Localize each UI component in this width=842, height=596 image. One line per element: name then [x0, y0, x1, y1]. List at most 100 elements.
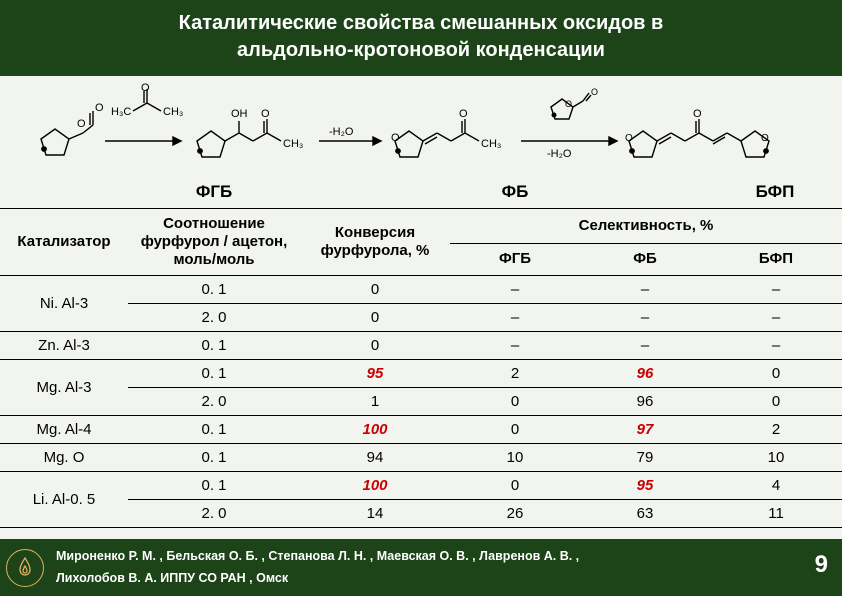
scheme-labels: ФГБ ФБ БФП: [0, 180, 842, 208]
svg-text:O: O: [625, 133, 633, 144]
label-bfp: БФП: [710, 180, 840, 208]
cell-fgb: 26: [450, 500, 580, 528]
cell-catalyst: Zn. Al-3: [0, 332, 128, 360]
authors-line-1: Мироненко Р. М. , Бельская О. Б. , Степа…: [56, 549, 579, 563]
cell-catalyst: Mg. Al-4: [0, 416, 128, 444]
cell-conv: 14: [300, 500, 450, 528]
cell-fgb: 0: [450, 472, 580, 500]
reaction-scheme: O O H₃C O CH₃ O OH CH₃ -H₂O: [0, 76, 842, 186]
cell-conv: 1: [300, 388, 450, 416]
cell-bfp: 4: [710, 472, 842, 500]
flame-icon: [13, 556, 37, 580]
cell-bfp: 10: [710, 444, 842, 472]
cell-fgb: 0: [450, 416, 580, 444]
footer-text: Мироненко Р. М. , Бельская О. Б. , Степа…: [56, 546, 815, 589]
table-row: Mg. O0. 194107910: [0, 444, 842, 472]
svg-text:O: O: [95, 102, 104, 114]
cell-conv: 0: [300, 276, 450, 304]
svg-text:OH: OH: [231, 108, 248, 120]
svg-text:O: O: [391, 132, 400, 144]
cell-bfp: 0: [710, 360, 842, 388]
cell-fgb: –: [450, 332, 580, 360]
table-row: Li. Al-0. 50. 11000954: [0, 472, 842, 500]
cell-conv: 95: [300, 360, 450, 388]
cell-fgb: 10: [450, 444, 580, 472]
svg-text:O: O: [591, 87, 598, 97]
cell-bfp: 11: [710, 500, 842, 528]
cell-ratio: 0. 1: [128, 332, 300, 360]
svg-text:-H₂O: -H₂O: [547, 148, 572, 160]
cell-fb: 95: [580, 472, 710, 500]
cell-fgb: –: [450, 304, 580, 332]
th-fgb: ФГБ: [450, 243, 580, 275]
table-row: Ni. Al-30. 10–––: [0, 276, 842, 304]
cell-fb: 79: [580, 444, 710, 472]
cell-ratio: 2. 0: [128, 500, 300, 528]
results-table: Катализатор Соотношение фурфурол / ацето…: [0, 208, 842, 528]
svg-text:O: O: [77, 118, 86, 130]
cell-fb: –: [580, 276, 710, 304]
table-row: Zn. Al-30. 10–––: [0, 332, 842, 360]
svg-text:CH₃: CH₃: [163, 106, 183, 118]
cell-fb: –: [580, 332, 710, 360]
th-selectivity: Селективность, %: [450, 209, 842, 244]
cell-fb: 96: [580, 388, 710, 416]
cell-catalyst: Ni. Al-3: [0, 276, 128, 332]
cell-ratio: 0. 1: [128, 276, 300, 304]
cell-catalyst: Mg. Al-3: [0, 360, 128, 416]
svg-text:CH₃: CH₃: [283, 138, 303, 150]
cell-catalyst: Mg. O: [0, 444, 128, 472]
cell-bfp: 2: [710, 416, 842, 444]
th-fb: ФБ: [580, 243, 710, 275]
table-row: Mg. Al-40. 11000972: [0, 416, 842, 444]
cell-fgb: 0: [450, 388, 580, 416]
cell-bfp: 0: [710, 388, 842, 416]
cell-ratio: 0. 1: [128, 472, 300, 500]
cell-bfp: –: [710, 304, 842, 332]
svg-text:O: O: [761, 133, 769, 144]
cell-fb: 63: [580, 500, 710, 528]
cell-conv: 100: [300, 416, 450, 444]
cell-fb: 97: [580, 416, 710, 444]
cell-conv: 0: [300, 332, 450, 360]
svg-text:H₃C: H₃C: [111, 106, 131, 118]
th-ratio: Соотношение фурфурол / ацетон, моль/моль: [128, 209, 300, 276]
svg-text:O: O: [141, 82, 150, 94]
cell-ratio: 2. 0: [128, 304, 300, 332]
cell-fgb: 2: [450, 360, 580, 388]
svg-text:CH₃: CH₃: [481, 138, 501, 150]
cell-bfp: –: [710, 332, 842, 360]
chem-scheme-svg: O O H₃C O CH₃ O OH CH₃ -H₂O: [21, 81, 821, 185]
th-bfp: БФП: [710, 243, 842, 275]
svg-text:O: O: [459, 108, 468, 120]
th-catalyst: Катализатор: [0, 209, 128, 276]
cell-fb: 96: [580, 360, 710, 388]
label-fgb: ФГБ: [128, 180, 300, 208]
footer: Мироненко Р. М. , Бельская О. Б. , Степа…: [0, 539, 842, 596]
table-row: Mg. Al-30. 1952960: [0, 360, 842, 388]
title-line-1: Каталитические свойства смешанных оксидо…: [179, 12, 664, 34]
svg-text:O: O: [693, 108, 702, 120]
svg-text:O: O: [565, 99, 572, 109]
slide-number: 9: [815, 545, 828, 590]
cell-ratio: 0. 1: [128, 360, 300, 388]
cell-conv: 0: [300, 304, 450, 332]
cell-ratio: 2. 0: [128, 388, 300, 416]
authors-line-2: Лихолобов В. А. ИППУ СО РАН , Омск: [56, 571, 288, 585]
cell-bfp: –: [710, 276, 842, 304]
institute-badge: [6, 549, 44, 587]
th-conversion: Конверсия фурфурола, %: [300, 209, 450, 276]
cell-fb: –: [580, 304, 710, 332]
cell-ratio: 0. 1: [128, 416, 300, 444]
label-fb: ФБ: [450, 180, 580, 208]
cell-conv: 100: [300, 472, 450, 500]
table-body: Ni. Al-30. 10–––2. 00–––Zn. Al-30. 10–––…: [0, 276, 842, 528]
svg-text:O: O: [261, 108, 270, 120]
slide-title: Каталитические свойства смешанных оксидо…: [0, 0, 842, 76]
cell-fgb: –: [450, 276, 580, 304]
cell-ratio: 0. 1: [128, 444, 300, 472]
svg-text:-H₂O: -H₂O: [329, 126, 354, 138]
title-line-2: альдольно-кротоновой конденсации: [237, 39, 605, 61]
cell-conv: 94: [300, 444, 450, 472]
cell-catalyst: Li. Al-0. 5: [0, 472, 128, 528]
